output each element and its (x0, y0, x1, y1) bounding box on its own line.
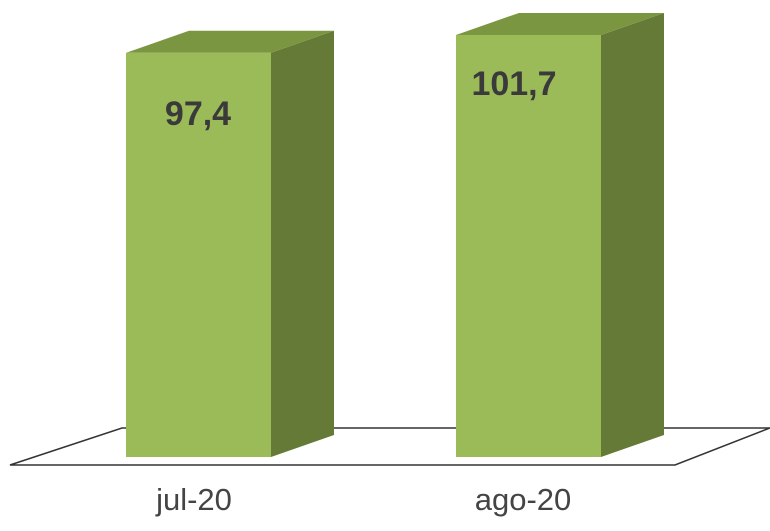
data-label: 101,7 (471, 65, 556, 103)
data-label: 97,4 (165, 95, 231, 133)
bar-side-jul-20 (271, 30, 334, 457)
bar-front-jul-20 (126, 52, 271, 457)
bar-top-jul-20 (126, 30, 334, 53)
bar-group: 97,4 jul-20 101,7 ago-20 (126, 12, 664, 517)
x-tick-label: ago-20 (475, 482, 572, 517)
bar-side-ago-20 (601, 12, 664, 457)
bar-front-ago-20 (456, 34, 601, 457)
bar-top-ago-20 (456, 12, 664, 35)
x-tick-label: jul-20 (155, 482, 232, 517)
